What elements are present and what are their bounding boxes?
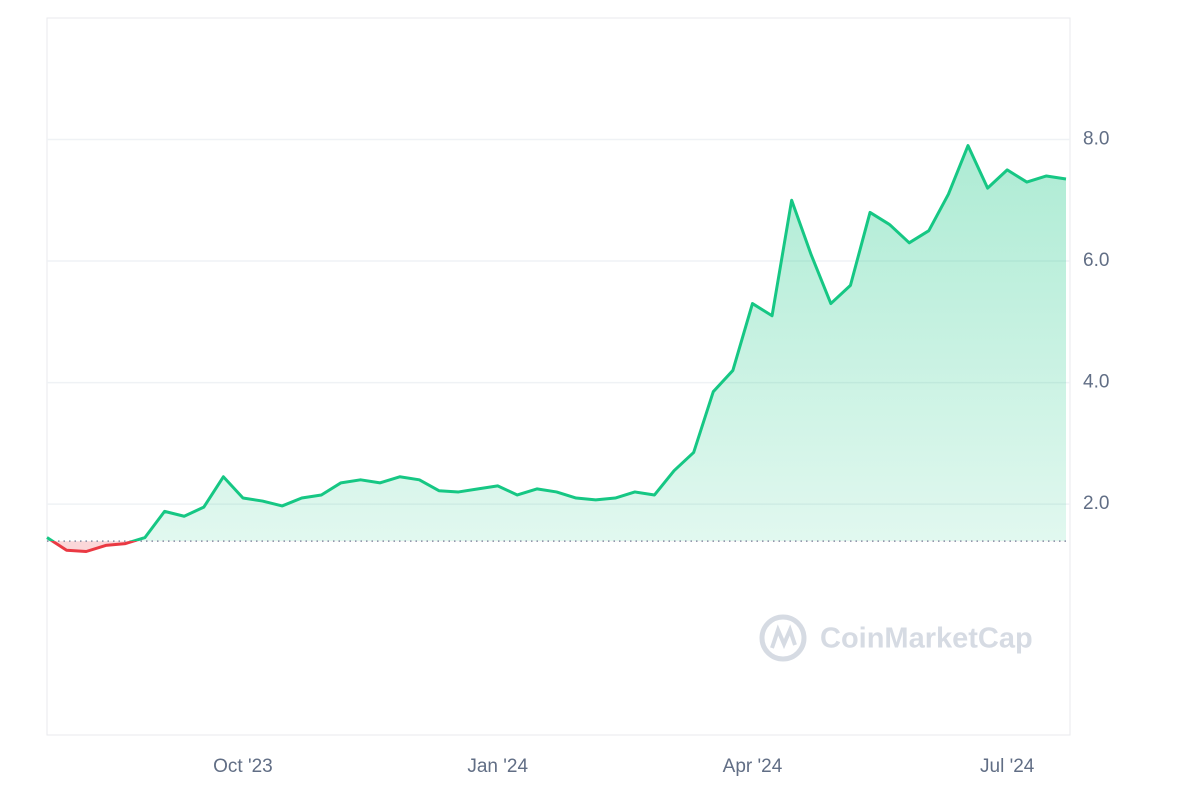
watermark: CoinMarketCap <box>759 614 1033 662</box>
x-tick-label: Jul '24 <box>980 756 1035 777</box>
y-tick-label: 2.0 <box>1083 493 1109 514</box>
watermark-logo <box>759 614 807 662</box>
y-tick-label: 6.0 <box>1083 250 1109 271</box>
x-tick-label: Jan '24 <box>467 756 528 777</box>
watermark-logo-mark <box>770 624 797 650</box>
watermark-text: CoinMarketCap <box>820 623 1033 655</box>
x-tick-label: Oct '23 <box>213 756 273 777</box>
y-tick-label: 8.0 <box>1083 129 1109 150</box>
x-tick-label: Apr '24 <box>723 756 783 777</box>
area-up <box>47 145 1066 542</box>
plot-frame <box>46 17 1071 736</box>
y-tick-label: 4.0 <box>1083 372 1109 393</box>
line-up <box>46 144 1067 542</box>
